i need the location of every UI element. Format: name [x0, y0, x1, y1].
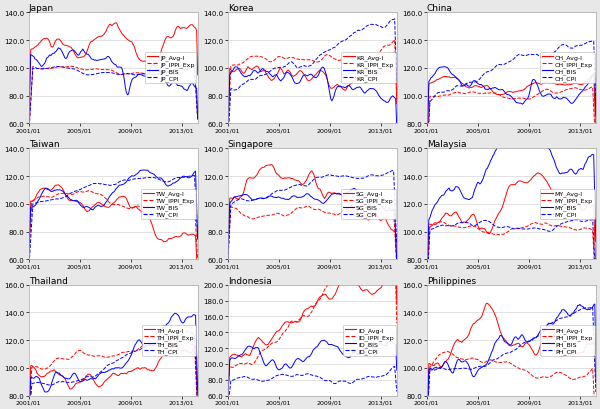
Text: Taiwan: Taiwan: [29, 140, 59, 149]
Legend: JP_Avg-I, JP_IPPI_Exp, JP_BIS, JP_CPI: JP_Avg-I, JP_IPPI_Exp, JP_BIS, JP_CPI: [145, 53, 196, 84]
Text: Singapore: Singapore: [227, 140, 274, 149]
Text: Korea: Korea: [227, 4, 253, 13]
Text: Malaysia: Malaysia: [427, 140, 466, 149]
Legend: KR_Avg-I, KR_IPPI_Exp, KR_BIS, KR_CPI: KR_Avg-I, KR_IPPI_Exp, KR_BIS, KR_CPI: [341, 53, 395, 84]
Text: China: China: [427, 4, 452, 13]
Legend: ID_Avg-I, ID_IPPI_Exp, ID_BIS, ID_CPI: ID_Avg-I, ID_IPPI_Exp, ID_BIS, ID_CPI: [343, 325, 395, 356]
Legend: MY_Avg-I, MY_IPPI_Exp, MY_BIS, MY_CPI: MY_Avg-I, MY_IPPI_Exp, MY_BIS, MY_CPI: [539, 189, 595, 220]
Text: Japan: Japan: [29, 4, 54, 13]
Text: Indonesia: Indonesia: [227, 276, 271, 285]
Legend: TH_Avg-I, TH_IPPI_Exp, TH_BIS, TH_CPI: TH_Avg-I, TH_IPPI_Exp, TH_BIS, TH_CPI: [142, 325, 196, 356]
Legend: PH_Avg-I, PH_IPPI_Exp, PH_BIS, PH_CPI: PH_Avg-I, PH_IPPI_Exp, PH_BIS, PH_CPI: [541, 325, 595, 356]
Text: Philippines: Philippines: [427, 276, 476, 285]
Legend: SG_Avg-I, SG_IPPI_Exp, SG_BIS, SG_CPI: SG_Avg-I, SG_IPPI_Exp, SG_BIS, SG_CPI: [341, 189, 395, 220]
Legend: CH_Avg-I, CH_IPPI_Exp, CH_BIS, CH_CPI: CH_Avg-I, CH_IPPI_Exp, CH_BIS, CH_CPI: [540, 53, 595, 84]
Text: Thailand: Thailand: [29, 276, 67, 285]
Legend: TW_Avg-I, TW_IPPI_Exp, TW_BIS, TW_CPI: TW_Avg-I, TW_IPPI_Exp, TW_BIS, TW_CPI: [140, 189, 196, 220]
